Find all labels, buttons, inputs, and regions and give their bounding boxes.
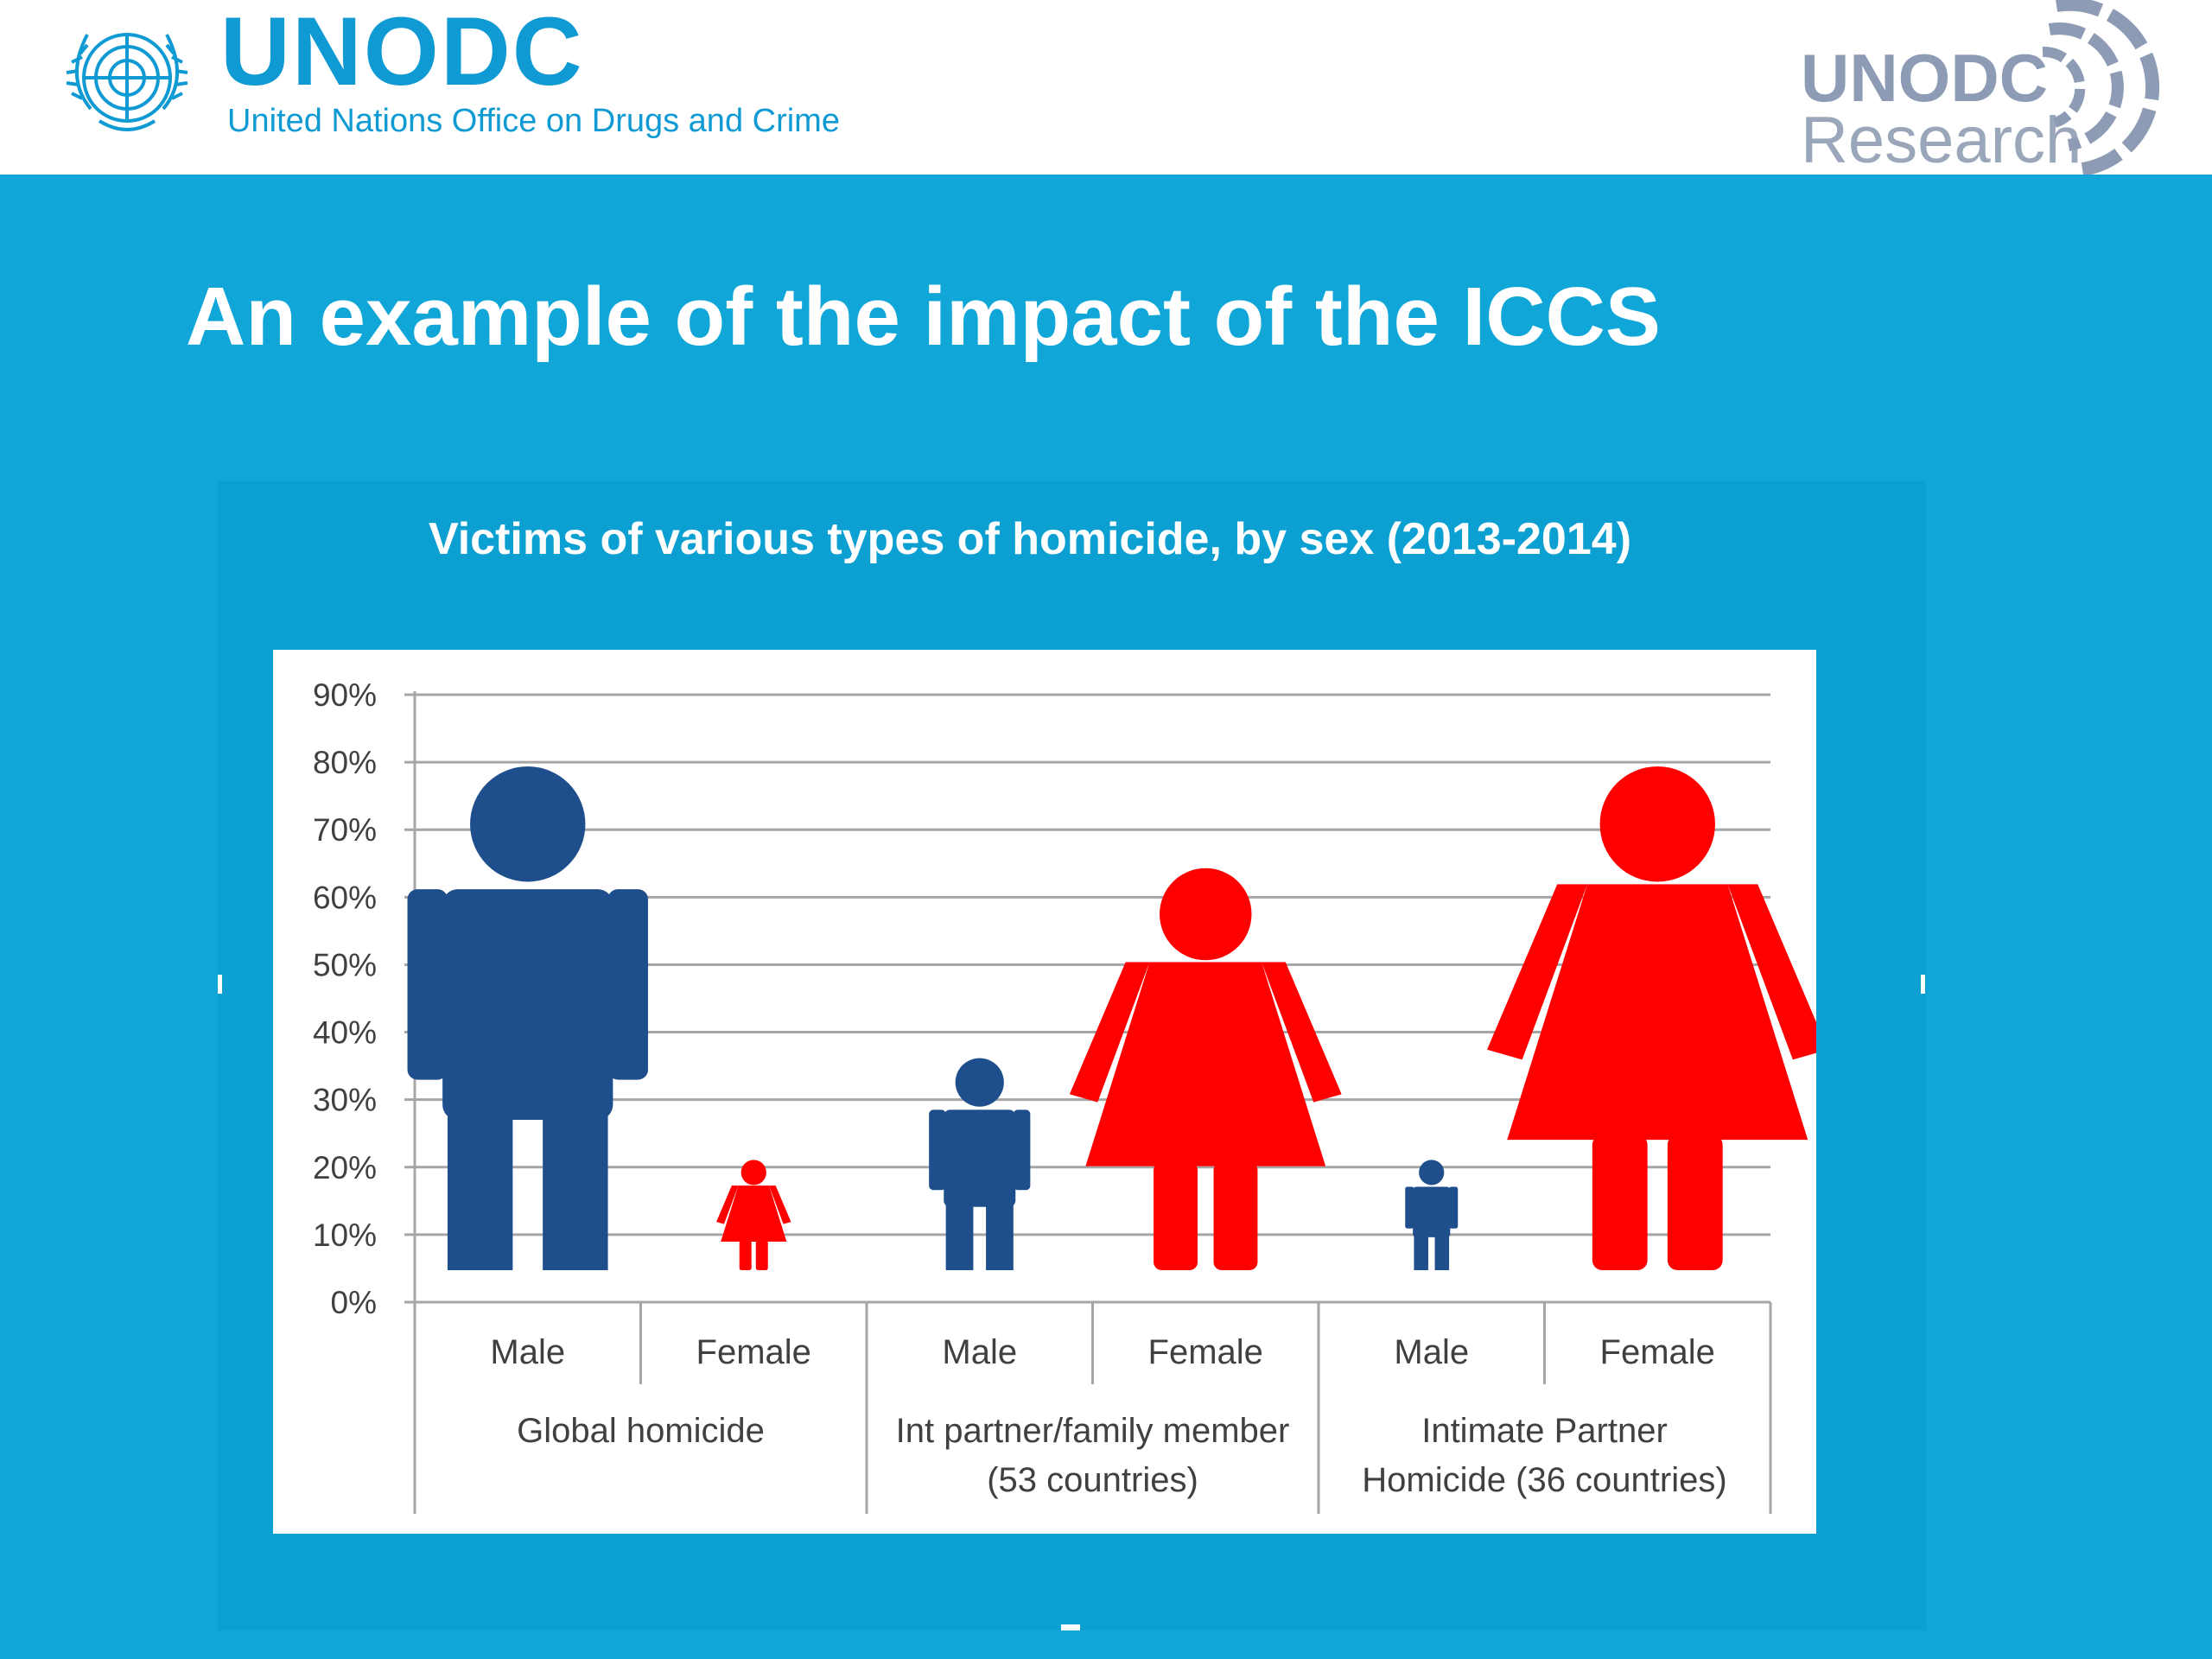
y-tick-label: 90% (313, 677, 377, 713)
x-category-label: Male (490, 1333, 565, 1371)
research-logo-bottom: Research (1801, 104, 2082, 177)
x-group-label: Global homicide (517, 1412, 765, 1450)
y-tick-label: 30% (313, 1083, 377, 1118)
female-figure-icon (1487, 766, 1816, 1270)
male-figure-icon (407, 766, 648, 1270)
y-tick-label: 10% (313, 1217, 377, 1253)
y-tick-label: 50% (313, 947, 377, 982)
y-tick-label: 80% (313, 745, 377, 780)
chart-title: Victims of various types of homicide, by… (428, 514, 1632, 564)
x-category-label: Female (696, 1333, 811, 1371)
y-tick-label: 20% (313, 1150, 377, 1185)
unodc-research-logo: UNODC Research (1797, 0, 2160, 175)
x-group-label: Homicide (36 countries) (1362, 1461, 1726, 1499)
y-tick-label: 60% (313, 880, 377, 915)
slide-title: An example of the impact of the ICCS (186, 270, 1661, 363)
resize-handle-right[interactable] (1921, 975, 1925, 994)
unodc-fullname: United Nations Office on Drugs and Crime (227, 103, 840, 139)
x-category-label: Male (942, 1333, 1017, 1371)
x-category-label: Female (1600, 1333, 1715, 1371)
male-figure-icon (929, 1058, 1031, 1270)
x-group-label: Int partner/family member (896, 1412, 1290, 1450)
research-arcs-icon (2042, 0, 2160, 175)
resize-handle-bottom[interactable] (1061, 1624, 1080, 1630)
plot-panel: 0% 10% 20% 30% 40% 50% 60% 70% 80% 90% Male Female M… (273, 650, 1816, 1534)
plot-area: 0% 10% 20% 30% 40% 50% 60% 70% 80% 90% Male Female M… (313, 677, 1816, 1514)
unodc-wordmark: UNODC (220, 0, 584, 105)
un-emblem-icon (66, 33, 188, 131)
research-logo-top: UNODC (1801, 40, 2048, 116)
y-tick-label: 70% (313, 812, 377, 848)
y-tick-label: 40% (313, 1015, 377, 1051)
header: UNODC United Nations Office on Drugs and… (0, 0, 2212, 175)
y-tick-label: 0% (331, 1285, 377, 1320)
resize-handle-left[interactable] (218, 975, 222, 994)
female-figure-icon (1069, 868, 1342, 1270)
x-group-label: (53 countries) (987, 1461, 1198, 1499)
female-figure-icon (716, 1160, 791, 1270)
x-group-label: Intimate Partner (1421, 1412, 1668, 1450)
male-figure-icon (1405, 1160, 1459, 1270)
x-category-label: Female (1148, 1333, 1263, 1371)
x-category-label: Male (1394, 1333, 1469, 1371)
